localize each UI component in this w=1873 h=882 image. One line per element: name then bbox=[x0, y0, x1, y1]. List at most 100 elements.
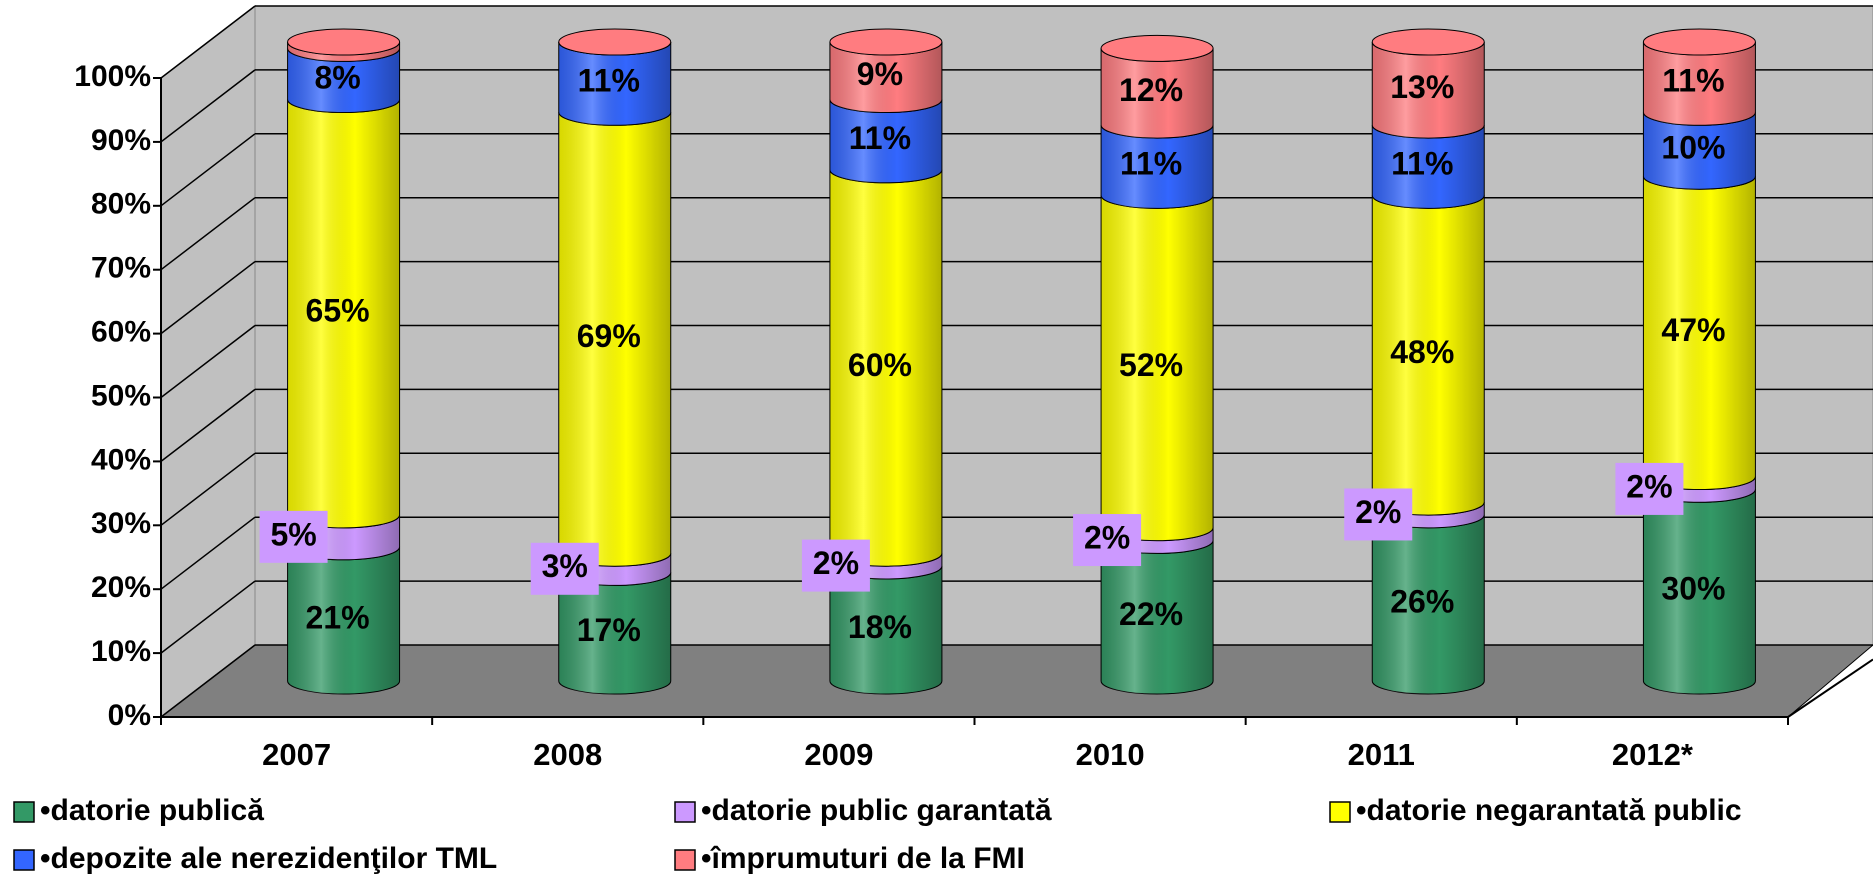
x-tick-label: 2012* bbox=[1612, 737, 1694, 772]
y-tick-label: 90% bbox=[91, 124, 151, 157]
cylinder-shade bbox=[1101, 125, 1214, 209]
legend-label: •împrumuturi de la FMI bbox=[701, 842, 1025, 875]
data-label: 8% bbox=[314, 59, 360, 95]
label-box bbox=[1615, 462, 1684, 515]
grid-line bbox=[160, 516, 256, 590]
x-tick-label: 2011 bbox=[1348, 737, 1415, 772]
cylinder-shade bbox=[1643, 489, 1756, 694]
cylinder-shade bbox=[1643, 176, 1756, 490]
y-tick-label: 60% bbox=[91, 316, 151, 349]
grid-line bbox=[160, 388, 256, 462]
x-tick-label: 2008 bbox=[533, 737, 602, 772]
cylinder-shade bbox=[287, 42, 400, 62]
label-box bbox=[1344, 488, 1413, 541]
legend-label: •datorie public garantată bbox=[701, 794, 1052, 827]
cylinder-shade bbox=[1372, 125, 1485, 209]
cylinder-shade bbox=[1643, 112, 1756, 190]
data-label: 2% bbox=[1355, 494, 1401, 530]
cylinder-cap bbox=[1371, 28, 1485, 56]
data-label: 26% bbox=[1390, 583, 1454, 619]
data-label: 11% bbox=[1662, 63, 1724, 99]
data-label: 10% bbox=[1661, 130, 1725, 166]
cylinder-shade bbox=[829, 169, 942, 567]
data-label: 11% bbox=[578, 63, 640, 99]
data-label: 12% bbox=[1119, 72, 1183, 108]
cylinder-shade bbox=[1372, 514, 1485, 694]
legend-swatch bbox=[13, 801, 35, 823]
cylinder-shade bbox=[558, 112, 671, 567]
grid-line bbox=[160, 133, 256, 207]
cylinder-shade bbox=[1101, 48, 1214, 139]
cylinder-cap bbox=[1100, 34, 1214, 62]
grid-line bbox=[160, 5, 256, 79]
cylinder-shade bbox=[287, 546, 400, 694]
cylinder-shade bbox=[1372, 42, 1485, 139]
legend-label: •datorie negarantată public bbox=[1356, 794, 1742, 827]
label-box bbox=[1073, 514, 1142, 567]
cylinder-cap bbox=[1642, 28, 1756, 56]
cylinder-shade bbox=[287, 48, 400, 113]
data-label: 22% bbox=[1119, 596, 1183, 632]
label-box bbox=[801, 539, 870, 592]
floor-edge bbox=[1787, 658, 1873, 718]
y-tick-label: 40% bbox=[91, 443, 151, 476]
cylinder-cap bbox=[558, 28, 672, 56]
cylinder-shade bbox=[829, 42, 942, 113]
data-label: 11% bbox=[1391, 146, 1453, 182]
x-tick-label: 2007 bbox=[262, 737, 331, 772]
data-label: 2% bbox=[1626, 468, 1672, 504]
cylinder-shade bbox=[558, 42, 671, 126]
data-label: 11% bbox=[1120, 146, 1182, 182]
y-tick-label: 50% bbox=[91, 379, 151, 412]
data-label: 65% bbox=[306, 293, 370, 329]
data-label: 2% bbox=[813, 545, 859, 581]
cylinder-shade bbox=[829, 565, 942, 694]
data-label: 3% bbox=[542, 548, 588, 584]
label-box bbox=[530, 542, 599, 595]
cylinder-shade bbox=[558, 572, 671, 694]
data-label: 60% bbox=[848, 347, 912, 383]
cylinder-shade bbox=[1101, 540, 1214, 694]
grid-line bbox=[160, 261, 256, 335]
legend-swatch bbox=[674, 801, 696, 823]
cylinder-shade bbox=[1101, 195, 1214, 541]
data-label: 2% bbox=[1084, 519, 1130, 555]
y-tick-label: 30% bbox=[91, 507, 151, 540]
y-tick-label: 20% bbox=[91, 571, 151, 604]
cylinder-cap bbox=[287, 28, 401, 56]
legend-label: •depozite ale nerezidenţilor TML bbox=[40, 842, 497, 875]
data-label: 5% bbox=[270, 516, 316, 552]
data-label: 48% bbox=[1390, 334, 1454, 370]
legend-swatch bbox=[13, 849, 35, 871]
legend-label: •datorie publică bbox=[40, 794, 264, 827]
data-label: 69% bbox=[577, 318, 641, 354]
grid-line bbox=[160, 197, 256, 271]
grid-line bbox=[160, 69, 256, 143]
x-tick-label: 2009 bbox=[804, 737, 873, 772]
data-label: 9% bbox=[857, 56, 903, 92]
y-tick-label: 80% bbox=[91, 188, 151, 221]
grid-line bbox=[160, 324, 256, 399]
data-label: 13% bbox=[1390, 69, 1454, 105]
x-tick-label: 2010 bbox=[1076, 737, 1145, 772]
data-label: 21% bbox=[306, 599, 370, 635]
data-label: 11% bbox=[849, 120, 911, 156]
y-tick-label: 10% bbox=[91, 635, 151, 668]
cylinder-shade bbox=[829, 99, 942, 183]
legend-swatch bbox=[1329, 801, 1351, 823]
y-tick-label: 0% bbox=[108, 699, 151, 732]
legend-swatch bbox=[674, 849, 696, 871]
data-label: 47% bbox=[1661, 312, 1725, 348]
label-box bbox=[259, 510, 328, 563]
data-label: 30% bbox=[1661, 571, 1725, 607]
grid-line bbox=[160, 580, 256, 654]
grid-line bbox=[160, 644, 256, 718]
cylinder-cap bbox=[829, 28, 943, 56]
cylinder-shade bbox=[287, 99, 400, 528]
floor bbox=[159, 644, 1873, 718]
cylinder-shade bbox=[1643, 42, 1756, 126]
data-label: 17% bbox=[577, 612, 641, 648]
grid-line bbox=[160, 452, 256, 526]
data-label: 52% bbox=[1119, 347, 1183, 383]
